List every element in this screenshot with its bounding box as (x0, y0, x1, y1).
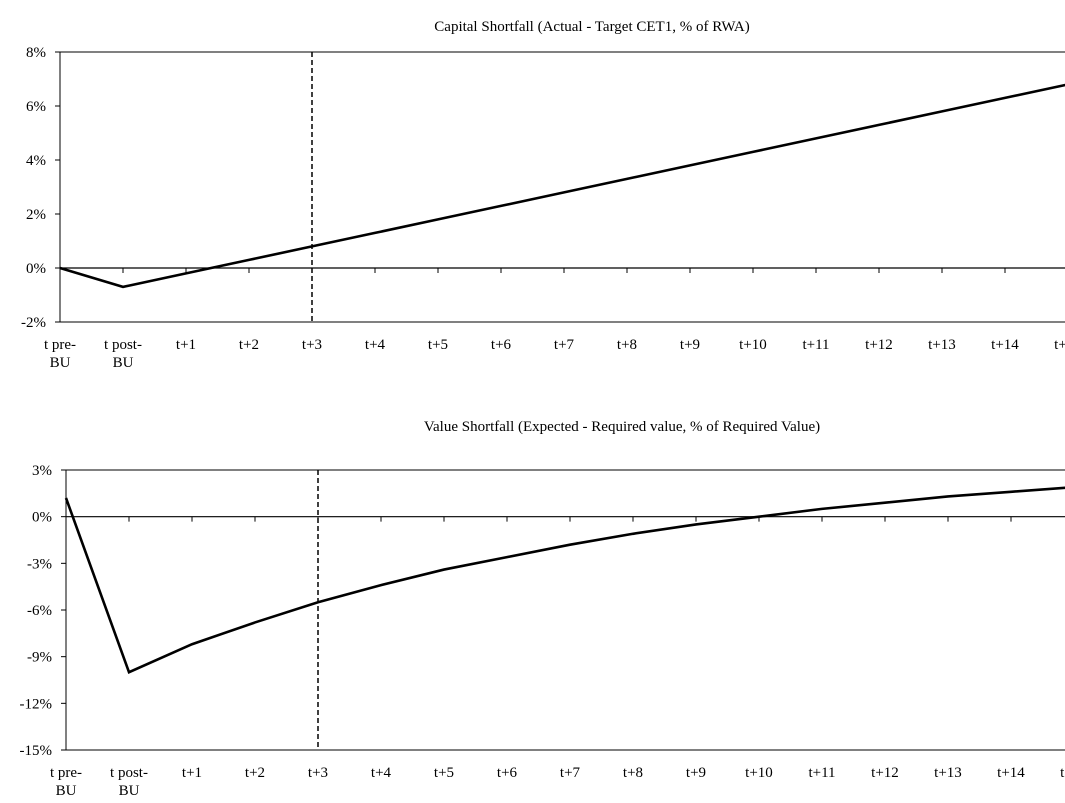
x-tick-label: t+7 (554, 337, 575, 353)
chart-title: Value Shortfall (Expected - Required val… (424, 419, 820, 435)
x-tick-label: t post-BU (104, 337, 142, 371)
x-tick-label: t+11 (808, 765, 835, 781)
y-tick-label: 3% (32, 463, 52, 479)
x-tick-label: t+15 (1060, 765, 1065, 781)
chart-2: Value Shortfall (Expected - Required val… (20, 419, 1065, 799)
plot-frame (59, 51, 1065, 323)
x-tick-label: t+1 (182, 765, 202, 781)
x-tick-label: t+5 (434, 765, 454, 781)
x-tick-label: t+4 (365, 337, 386, 353)
x-tick-label: t+12 (865, 337, 893, 353)
x-tick-label: t+13 (934, 765, 962, 781)
y-tick-label: 4% (26, 153, 46, 169)
x-tick-label: t pre-BU (44, 337, 76, 371)
y-tick-label: 6% (26, 99, 46, 115)
series-line (59, 83, 1065, 289)
y-tick-label: 0% (32, 510, 52, 526)
x-tick-label: t+13 (928, 337, 956, 353)
x-tick-label: t+8 (623, 765, 643, 781)
x-tick-label: t pre-BU (50, 765, 82, 799)
chart-title: Capital Shortfall (Actual - Target CET1,… (434, 19, 749, 35)
x-tick-label: t+7 (560, 765, 581, 781)
x-tick-label: t+3 (302, 337, 322, 353)
x-tick-label: t+2 (245, 765, 265, 781)
x-tick-label: t+14 (997, 765, 1025, 781)
y-tick-label: 0% (26, 261, 46, 277)
x-tick-label: t+14 (991, 337, 1019, 353)
plot-frame (65, 469, 1065, 751)
y-tick-label: -2% (21, 315, 46, 331)
x-tick-label: t+2 (239, 337, 259, 353)
x-tick-label: t+6 (497, 765, 518, 781)
x-tick-label: t+10 (745, 765, 773, 781)
x-tick-label: t+1 (176, 337, 196, 353)
x-tick-label: t+6 (491, 337, 512, 353)
series-line (64, 486, 1065, 674)
x-tick-label: t+9 (680, 337, 700, 353)
x-tick-label: t post-BU (110, 765, 148, 799)
y-tick-label: -3% (27, 556, 52, 572)
x-tick-label: t+11 (802, 337, 829, 353)
x-tick-label: t+4 (371, 765, 392, 781)
x-tick-label: t+5 (428, 337, 448, 353)
x-tick-label: t+10 (739, 337, 767, 353)
y-tick-label: -9% (27, 650, 52, 666)
x-tick-label: t+8 (617, 337, 637, 353)
chart-1: Capital Shortfall (Actual - Target CET1,… (21, 19, 1065, 371)
y-tick-label: 2% (26, 207, 46, 223)
y-tick-label: -6% (27, 603, 52, 619)
x-tick-label: t+3 (308, 765, 328, 781)
x-tick-label: t+12 (871, 765, 899, 781)
y-tick-label: -15% (20, 743, 53, 759)
y-tick-label: 8% (26, 45, 46, 61)
x-tick-label: t+15 (1054, 337, 1065, 353)
y-tick-label: -12% (20, 696, 53, 712)
x-tick-label: t+9 (686, 765, 706, 781)
